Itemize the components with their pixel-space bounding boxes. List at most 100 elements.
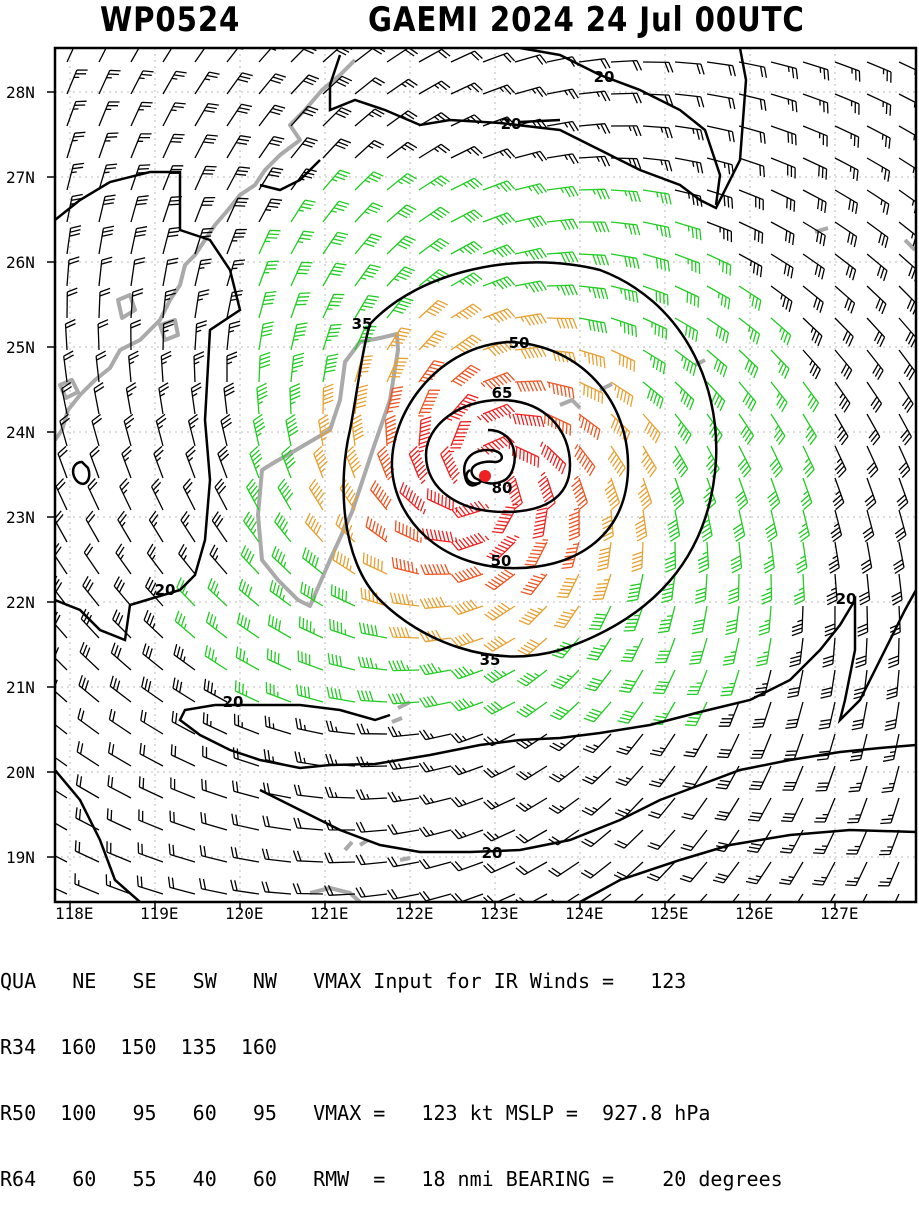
wind-barb [66,287,78,319]
wind-barb [642,221,671,239]
wind-barb [665,893,676,902]
wind-barb [418,389,441,417]
wind-barb [898,285,916,315]
wind-barb [450,177,483,191]
wind-barb [820,669,836,699]
wind-barb [130,164,151,191]
wind-barb [546,284,578,296]
lon-label-120e: 120E [225,904,264,923]
wind-barb [66,69,88,95]
wind-barb [258,229,281,255]
wind-barb [418,269,449,287]
wind-barb [878,861,900,887]
wind-barb [483,669,516,684]
map-frame [53,46,918,904]
contour-label-50: 50 [491,552,512,570]
wind-barb [713,829,740,853]
wind-barb [674,413,692,445]
wind-barb [642,253,670,272]
wind-barb [386,173,417,191]
wind-barb [136,875,164,895]
wind-barb [55,575,68,607]
wind-barb [782,765,804,791]
wind-barb [516,733,548,749]
wind-barb [674,61,705,75]
wind-barb [141,676,164,703]
wind-barb [106,808,132,831]
wind-barb [201,778,228,799]
wind-barb [230,879,260,895]
wind-barb [74,873,100,895]
wind-barb [738,221,764,244]
wind-barb [171,710,196,735]
wind-barb [483,829,516,842]
wind-barb [330,584,356,607]
wind-barb [631,541,644,573]
wind-barb [162,226,181,255]
wind-barb [484,602,516,621]
wind-barb [357,656,388,671]
wind-barb [450,50,483,63]
wind-barb [797,893,804,902]
wind-barb [203,678,228,703]
wind-barb [418,858,452,870]
wind-barb [770,93,798,113]
wind-barb [770,285,793,312]
wind-barb [610,221,641,236]
wind-barb [418,143,451,159]
wind-barb [884,701,900,731]
wind-barb [896,477,909,511]
wind-barb [63,350,74,383]
wind-barb [450,796,484,808]
wind-barb [290,230,315,255]
wind-barb [514,54,548,65]
wind-barb [261,881,292,895]
wind-barb [226,289,243,319]
wind-barb [388,626,420,639]
wind-barb [226,103,253,127]
wind-barb [304,512,324,543]
wind-barb [858,573,871,606]
wind-barb [87,478,100,511]
wind-barb [706,317,730,344]
wind-barb [834,349,853,380]
wind-barb [223,382,235,415]
wind-barb [194,196,216,223]
wind-barb [514,183,548,195]
wind-barb [482,340,516,357]
wind-barb [578,317,608,334]
wind-barb [578,253,610,266]
wind-barb [482,52,516,63]
wind-barb [93,382,105,415]
wind-barb [77,708,100,735]
wind-barb [440,446,460,484]
wind-barb [750,733,772,759]
wind-barb [55,756,68,767]
wind-barb [296,684,324,703]
wind-barb [226,320,241,351]
wind-barb [694,573,708,604]
wind-barb [194,289,210,319]
wind-barb [162,102,186,127]
wind-barb [387,888,420,900]
wind-barb [389,592,420,607]
wind-barb [169,810,196,831]
wind-barb [418,112,451,127]
storm-name-date-title: GAEMI 2024 24 Jul 00UTC [368,0,805,40]
wind-barb [834,413,849,446]
wind-barb [387,726,420,738]
wind-barb [546,381,575,399]
wind-barb [230,846,260,863]
wind-barb [256,382,268,415]
wind-barb [641,445,657,478]
wind-barb [698,893,708,902]
wind-barb [202,745,228,767]
wind-barb [98,225,115,255]
contour-label-50: 50 [509,334,530,352]
wind-barb [648,765,676,788]
wind-barb [362,552,388,575]
wind-barb [706,349,728,378]
wind-barb [269,580,292,607]
wind-barb [450,828,484,840]
wind-barb [110,642,132,671]
